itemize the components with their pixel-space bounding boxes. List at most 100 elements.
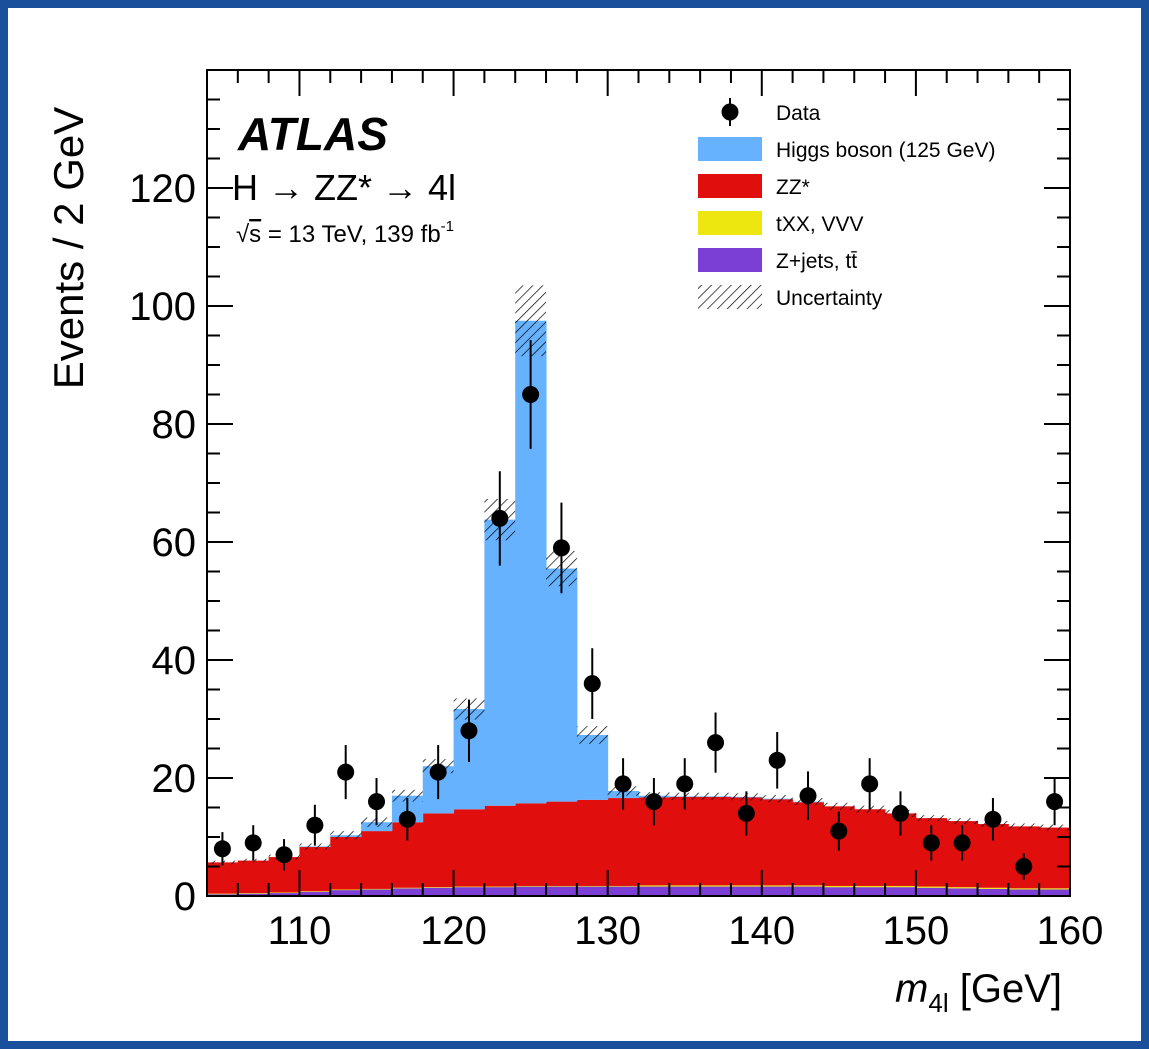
y-tick-labels: 0 20 40 60 80 100 120	[129, 167, 196, 919]
legend-label: Data	[776, 102, 821, 125]
data-point	[244, 834, 262, 852]
zjets-bar	[453, 887, 485, 896]
legend-label: tXX, VVV	[776, 213, 864, 236]
energy-lumi: = 13 TeV, 139 fb	[261, 221, 441, 248]
zz-bar	[607, 798, 639, 886]
txx-bar	[576, 885, 609, 887]
x-tick-label: 120	[420, 909, 487, 953]
legend-swatch	[698, 248, 762, 272]
legend-entry: ZZ*	[698, 174, 810, 199]
legend-entry: Higgs boson (125 GeV)	[698, 137, 995, 162]
zjets-bar	[484, 887, 516, 896]
txx-bar	[1039, 888, 1071, 890]
data-point	[1015, 858, 1033, 875]
data-point	[337, 763, 355, 781]
zjets-bar	[885, 887, 917, 896]
zjets-bar	[330, 890, 362, 896]
txx-bar	[700, 885, 732, 887]
x-tick-label: 110	[268, 909, 332, 953]
uncertainty-band	[207, 285, 1070, 865]
x-axis-label: m4l [GeV]	[895, 967, 1062, 1018]
data-point	[953, 834, 971, 852]
zjets-bar	[638, 886, 670, 896]
zjets-bar	[700, 886, 732, 896]
y-tick-label: 60	[152, 521, 197, 565]
zz-bar	[299, 847, 331, 892]
zz-bar	[576, 799, 609, 886]
data-point	[984, 810, 1002, 828]
uncertainty-bin	[330, 831, 362, 840]
zjets-bar	[915, 887, 948, 896]
txx-bar	[453, 886, 485, 888]
txx-bar	[669, 885, 701, 887]
data-point	[368, 793, 386, 811]
zz-bar	[453, 809, 485, 887]
txx-bar	[361, 888, 393, 890]
legend-hatch-swatch	[698, 285, 762, 309]
sqrt-s: s	[249, 221, 261, 248]
x-tick-labels: 110 120 130 140 150 160	[268, 909, 1104, 953]
txx-bar	[792, 885, 824, 887]
txx-bar	[330, 889, 362, 891]
y-tick-label: 100	[129, 285, 196, 329]
zjets-bar	[792, 886, 824, 896]
zjets-bar	[422, 887, 455, 896]
data-point	[614, 775, 632, 793]
zz-bar	[237, 860, 270, 894]
data-point	[676, 775, 694, 793]
uncertainty-bin	[761, 795, 793, 803]
y-tick-label: 80	[152, 403, 197, 447]
zjets-bar	[546, 886, 578, 896]
data-point	[707, 734, 725, 752]
x-tick-label: 150	[883, 909, 950, 953]
legend: Data Higgs boson (125 GeV) ZZ* tXX, VVV Z+je…	[698, 98, 995, 310]
process-label: H → ZZ* → 4l	[232, 167, 456, 208]
txx-bar	[237, 893, 270, 894]
zz-bar	[361, 831, 393, 889]
data-point	[306, 816, 324, 834]
data-point	[922, 834, 940, 852]
txx-bar	[607, 885, 639, 887]
uncertainty-bin	[1039, 824, 1070, 831]
txx-bar	[915, 886, 948, 888]
zjets-bar	[361, 889, 393, 896]
data-point	[861, 775, 879, 793]
txx-bar	[268, 892, 300, 894]
zjets-bar	[515, 886, 547, 896]
legend-label: Z+jets, tt̄	[776, 250, 857, 273]
zjets-bar	[669, 886, 701, 896]
uncertainty-bin	[1008, 823, 1040, 830]
x-tick-label: 160	[1037, 909, 1104, 953]
txx-bar	[422, 887, 455, 888]
zz-bar	[669, 796, 701, 886]
higgs-bar	[576, 734, 609, 800]
legend-swatch	[698, 211, 762, 235]
data-point	[1046, 793, 1064, 811]
txx-bar	[730, 885, 763, 887]
x-tick-label: 130	[574, 909, 641, 953]
txx-bar	[515, 885, 547, 887]
zz-bar	[207, 862, 239, 894]
data-point	[275, 846, 293, 864]
txx-bar	[299, 891, 331, 892]
data-point	[768, 751, 786, 769]
txx-bar	[546, 885, 578, 887]
data-point	[522, 386, 540, 403]
x-tick-label: 140	[728, 909, 795, 953]
data-point	[583, 675, 601, 693]
zz-bar	[484, 805, 516, 887]
zjets-bar	[730, 886, 763, 896]
zjets-bar	[1008, 889, 1040, 896]
zjets-bar	[1039, 889, 1071, 896]
txx-bar	[977, 887, 1009, 889]
atlas-m4l-histogram: 110 120 130 140 150 160 0 20 40 60 80 100 120 Event…	[45, 69, 1104, 1018]
experiment-label: ATLAS	[237, 108, 388, 160]
energy-label: √s = 13 TeV, 139 fb-1	[236, 218, 454, 248]
uncertainty-bin	[299, 843, 331, 850]
legend-label: Higgs boson (125 GeV)	[776, 139, 995, 162]
zjets-bar	[391, 888, 424, 896]
txx-bar	[484, 886, 516, 888]
zjets-bar	[946, 888, 979, 896]
txx-bar	[946, 887, 979, 889]
